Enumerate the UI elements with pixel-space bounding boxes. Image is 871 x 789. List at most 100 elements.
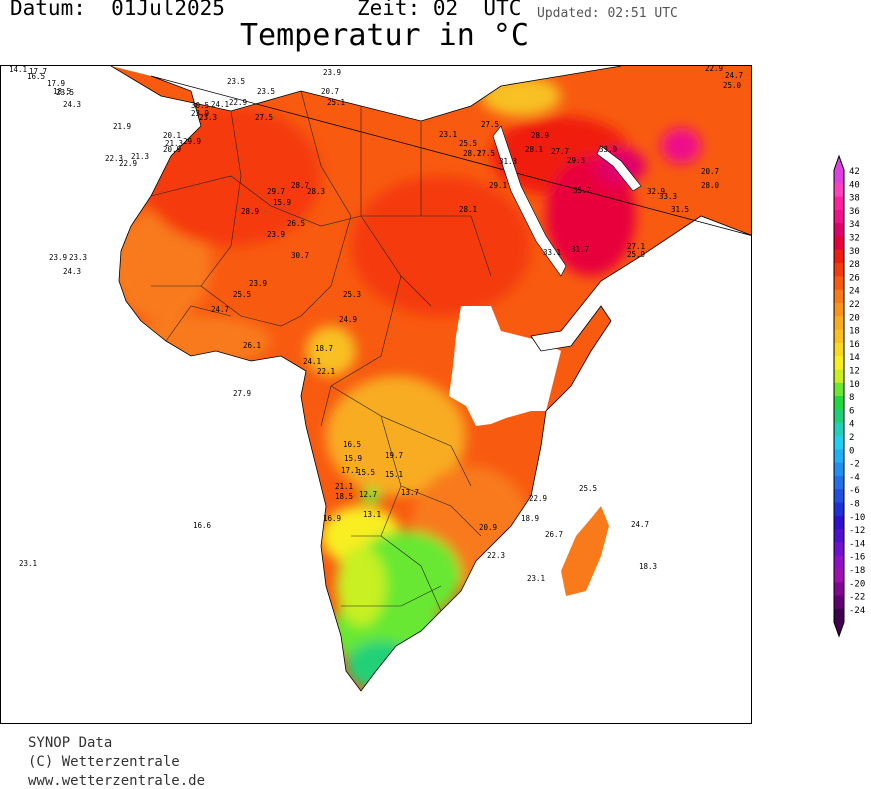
station-temperature: 24.1 xyxy=(211,100,229,109)
legend-swatch xyxy=(834,263,844,277)
legend-swatch xyxy=(834,569,844,583)
station-temperature: 16.5 xyxy=(343,440,361,449)
legend-scale: 424038363432302826242220181614121086420-… xyxy=(833,154,865,638)
legend-swatch xyxy=(834,396,844,410)
station-temperature: 16.9 xyxy=(323,514,341,523)
station-temperature: 33.3 xyxy=(659,192,677,201)
legend-label: -18 xyxy=(849,566,865,576)
station-temperature: 23.9 xyxy=(49,253,67,262)
legend-label: 8 xyxy=(849,393,854,403)
station-temperature: 31.5 xyxy=(671,205,689,214)
station-temperature: 15.5 xyxy=(357,468,375,477)
legend-swatch xyxy=(834,289,844,304)
station-temperature: 28.0 xyxy=(701,181,720,190)
persian-gulf xyxy=(596,145,642,192)
legend-label: 36 xyxy=(849,207,860,217)
station-temperature: 33.1 xyxy=(543,248,561,257)
station-temperature: 30.5 xyxy=(191,101,209,110)
legend-label: 28 xyxy=(849,260,860,270)
legend-label: -10 xyxy=(849,513,865,523)
station-temperature: 27.5 xyxy=(255,113,273,122)
station-temperature: 23.5 xyxy=(56,88,74,97)
station-temperature: 24.7 xyxy=(211,305,229,314)
station-temperature: 12.7 xyxy=(359,490,377,499)
legend-swatch xyxy=(834,236,844,251)
station-temperature: 22.9 xyxy=(705,66,723,73)
station-temperature: 24.3 xyxy=(63,267,81,276)
station-temperature: 21.9 xyxy=(113,122,131,131)
station-temperature: 27.5 xyxy=(477,149,495,158)
station-temperature: 27.5 xyxy=(481,120,499,129)
station-temperature: 33.0 xyxy=(599,145,618,154)
station-temperature: 15.9 xyxy=(273,198,291,207)
station-temperature: 20.7 xyxy=(321,87,339,96)
legend-label: 6 xyxy=(849,406,854,416)
legend-swatch xyxy=(834,249,844,264)
temperature-field xyxy=(111,66,751,691)
station-temperature: 25.5 xyxy=(233,290,251,299)
mediterranean xyxy=(331,66,481,81)
legend-label: -16 xyxy=(849,553,865,563)
station-temperature: 23.5 xyxy=(257,87,275,96)
station-temperature: 29.9 xyxy=(183,137,201,146)
station-temperature: 23.9 xyxy=(267,230,285,239)
station-temperature: 23.9 xyxy=(323,68,341,77)
station-temperature: 22.1 xyxy=(317,367,335,376)
station-temperature: 31.3 xyxy=(499,157,517,166)
station-temperature: 20.7 xyxy=(701,167,719,176)
station-temperature: 21.1 xyxy=(335,482,353,491)
legend-swatch xyxy=(834,196,844,211)
legend-swatch xyxy=(834,369,844,384)
station-temperature: 23.3 xyxy=(199,113,217,122)
legend-label: -20 xyxy=(849,579,865,589)
station-temperature: 25.0 xyxy=(723,81,742,90)
footer-url[interactable]: www.wetterzentrale.de xyxy=(28,773,206,789)
legend-swatch xyxy=(834,462,844,477)
legend-swatch xyxy=(834,542,844,557)
station-temperature: 22.3 xyxy=(487,551,505,560)
station-temperature: 18.9 xyxy=(521,514,539,523)
legend-label: 26 xyxy=(849,273,860,283)
station-temperature: 22.3 xyxy=(105,154,123,163)
legend-label: -12 xyxy=(849,526,865,536)
station-temperature: 22.9 xyxy=(529,494,547,503)
station-temperature: 14.1 xyxy=(9,66,27,74)
station-temperature: 25.5 xyxy=(459,139,477,148)
legend-swatch xyxy=(834,170,844,184)
station-temperature: 24.1 xyxy=(303,357,321,366)
legend-swatch xyxy=(834,608,844,623)
legend-label: -2 xyxy=(849,460,860,470)
station-temperature: 25.9 xyxy=(627,250,645,259)
station-temperature: 28.9 xyxy=(531,131,549,140)
station-temperature: 16.6 xyxy=(193,521,212,530)
legend-swatch xyxy=(834,449,844,464)
legend-label: -8 xyxy=(849,500,860,510)
station-temperature: 25.1 xyxy=(327,98,345,107)
temperature-map[interactable]: 14.1 17.7 16.5 17.9 18.5 23.5 24.3 21.9 29.9 20.1… xyxy=(0,65,752,724)
station-temperature: 29.3 xyxy=(567,156,585,165)
station-temperature: 29.1 xyxy=(489,181,507,190)
legend-top-arrow xyxy=(834,156,844,170)
station-temperature: 22.9 xyxy=(119,159,137,168)
legend-label: 30 xyxy=(849,247,860,257)
time-label: Zeit: 02 UTC xyxy=(357,0,522,20)
station-temperature: 28.3 xyxy=(307,187,325,196)
legend-swatch xyxy=(834,489,844,503)
legend-label: 18 xyxy=(849,327,860,337)
legend-label: 2 xyxy=(849,433,854,443)
station-temperature: 22.9 xyxy=(229,98,247,107)
station-temperature: 26.1 xyxy=(243,341,261,350)
station-temperature: 31.7 xyxy=(571,245,589,254)
legend-label: 32 xyxy=(849,234,860,244)
station-temperature: 23.9 xyxy=(249,279,267,288)
legend-label: -22 xyxy=(849,593,865,603)
station-temperature: 25.3 xyxy=(343,290,361,299)
station-temperature: 23.5 xyxy=(227,77,245,86)
station-temperature: 27.1 xyxy=(627,242,645,251)
station-temperature: 25.5 xyxy=(579,484,597,493)
station-temperature: 13.1 xyxy=(363,510,381,519)
station-temperature: 28.7 xyxy=(291,181,309,190)
station-temperature: 24.7 xyxy=(631,520,649,529)
legend-swatch xyxy=(834,329,844,344)
station-temperature: 24.3 xyxy=(63,100,81,109)
